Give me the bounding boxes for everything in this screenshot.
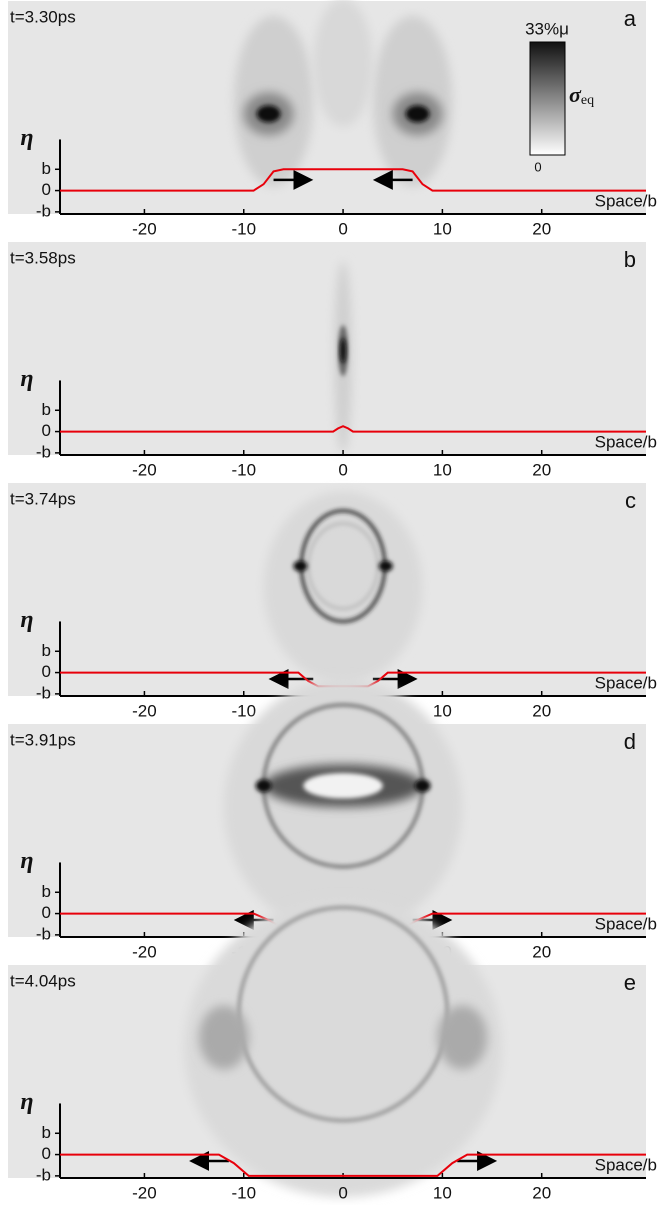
y-tick-label: -b (36, 1165, 51, 1184)
stress-field (263, 491, 423, 684)
panel-time: t=4.04ps (10, 971, 76, 990)
x-tick-label: -20 (132, 942, 157, 961)
x-tick-label: -10 (231, 219, 256, 238)
x-tick-label: 10 (433, 219, 452, 238)
panel-time: t=3.58ps (10, 248, 76, 267)
x-tick-label: 10 (433, 1183, 452, 1202)
x-tick-label: 20 (532, 460, 551, 479)
x-tick-label: 20 (532, 1183, 551, 1202)
x-tick-label: 10 (433, 460, 452, 479)
x-tick-label: 20 (532, 701, 551, 720)
profile-line (60, 425, 646, 433)
stress-field (340, 337, 347, 364)
x-axis-label: Space/b (595, 1155, 657, 1174)
x-axis-label: Space/b (595, 191, 657, 210)
x-tick-label: -10 (231, 701, 256, 720)
y-tick-label: 0 (42, 180, 51, 199)
stress-field (378, 560, 393, 572)
y-tick-label: 0 (42, 1144, 51, 1163)
field-background (8, 242, 646, 455)
panel-label: d (624, 729, 636, 754)
x-tick-label: -10 (231, 1183, 256, 1202)
stress-field (405, 105, 430, 123)
x-tick-label: 10 (433, 701, 452, 720)
y-axis-label: η (20, 848, 33, 874)
x-tick-label: 20 (532, 219, 551, 238)
panel-time: t=3.30ps (10, 7, 76, 26)
stress-field (306, 521, 380, 611)
y-axis-label: η (20, 125, 33, 151)
y-axis-label: η (20, 366, 33, 392)
y-tick-label: b (42, 1123, 51, 1142)
panel-time: t=3.74ps (10, 489, 76, 508)
x-tick-label: -20 (132, 701, 157, 720)
colorbar-label: σeq (569, 82, 594, 108)
x-tick-label: -20 (132, 219, 157, 238)
y-tick-label: 0 (42, 662, 51, 681)
colorbar-max: 33%μ (525, 19, 569, 38)
x-axis-label: Space/b (595, 673, 657, 692)
y-tick-label: -b (36, 683, 51, 702)
y-tick-label: b (42, 159, 51, 178)
panel: t=4.04ps e η Space/b -b 0 b -20 -10 0 10 20 (8, 898, 657, 1202)
y-tick-label: 0 (42, 421, 51, 440)
colorbar-min: 0 (534, 159, 541, 174)
profile-line (60, 168, 646, 192)
stress-field (184, 898, 502, 1198)
y-tick-label: -b (36, 924, 51, 943)
y-tick-label: 0 (42, 903, 51, 922)
x-tick-label: 0 (338, 1183, 347, 1202)
stress-field (255, 779, 272, 793)
stress-field (293, 560, 308, 572)
symbol: σ (569, 82, 582, 107)
stress-field (313, 0, 373, 127)
x-tick-label: 0 (338, 460, 347, 479)
panel-label: a (624, 6, 637, 31)
x-axis-label: Space/b (595, 432, 657, 451)
y-tick-label: b (42, 882, 51, 901)
profile-line (60, 1153, 646, 1177)
x-tick-label: 20 (532, 942, 551, 961)
x-axis-label: Space/b (595, 914, 657, 933)
x-tick-label: -10 (231, 460, 256, 479)
x-tick-label: -20 (132, 1183, 157, 1202)
panel: t=3.30ps a η Space/b -b 0 b -20 -10 0 10 20 33%μ 0 σeq (8, 0, 657, 238)
y-tick-label: -b (36, 442, 51, 461)
stress-field (256, 105, 281, 123)
x-tick-label: 0 (338, 219, 347, 238)
stress-field (199, 1005, 249, 1070)
y-tick-label: -b (36, 201, 51, 220)
stress-field (414, 779, 431, 793)
panel-time: t=3.91ps (10, 730, 76, 749)
y-tick-label: b (42, 400, 51, 419)
y-axis-label: η (20, 607, 33, 633)
y-tick-label: b (42, 641, 51, 660)
panel-label: c (625, 488, 636, 513)
panel-label: b (624, 247, 636, 272)
x-tick-label: -20 (132, 460, 157, 479)
stress-field (437, 1005, 488, 1070)
stress-field (303, 772, 383, 799)
y-axis-label: η (20, 1089, 33, 1115)
panel-label: e (624, 970, 636, 995)
subscript: eq (581, 93, 594, 108)
colorbar (529, 41, 566, 156)
